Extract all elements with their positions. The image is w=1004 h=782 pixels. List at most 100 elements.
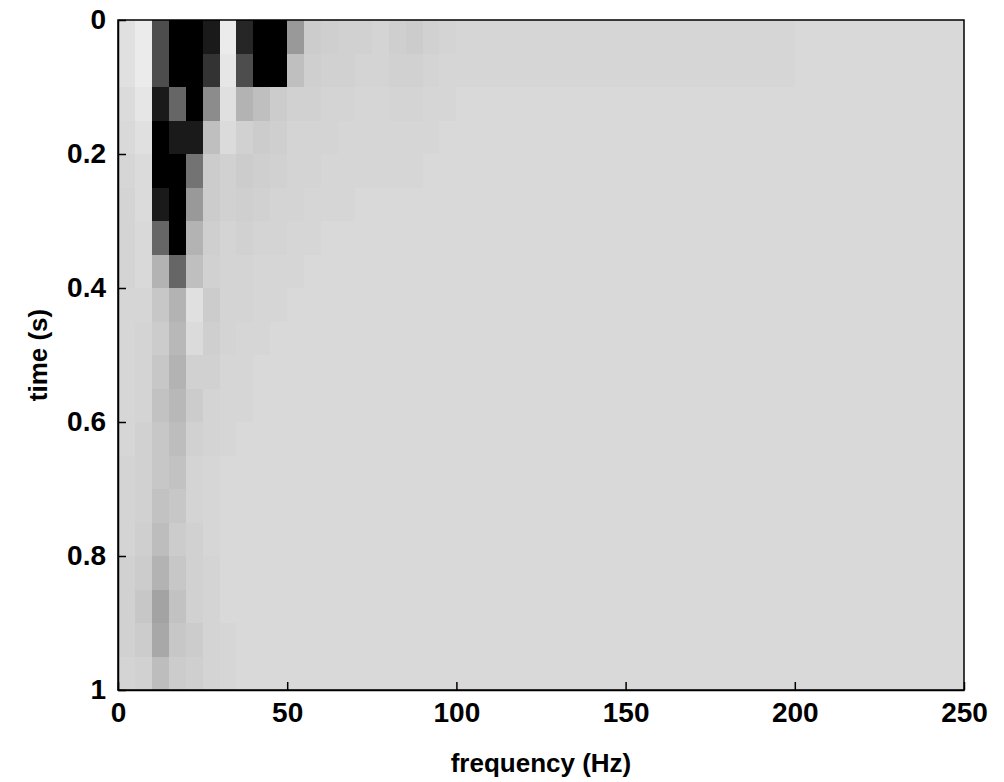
cell: [372, 188, 390, 222]
cell: [879, 154, 897, 188]
cell: [541, 54, 559, 88]
cell: [846, 288, 864, 322]
cell: [913, 322, 931, 356]
y-tick: 0: [90, 4, 126, 35]
cell: [220, 154, 238, 188]
cell: [169, 355, 187, 389]
cell: [423, 590, 441, 624]
cell: [439, 523, 457, 557]
cell: [896, 87, 914, 121]
cell: [118, 389, 136, 423]
y-tick-label: 0.4: [67, 272, 106, 303]
cell: [456, 54, 474, 88]
cell: [423, 288, 441, 322]
cell: [389, 489, 407, 523]
cell: [778, 154, 796, 188]
cell: [609, 322, 627, 356]
cell: [643, 221, 661, 255]
cell: [456, 590, 474, 624]
cell: [338, 556, 356, 590]
cell: [220, 556, 238, 590]
cell: [507, 523, 525, 557]
cell: [152, 556, 170, 590]
cell: [152, 121, 170, 155]
cell: [152, 188, 170, 222]
cell: [862, 456, 880, 490]
cell: [338, 355, 356, 389]
cell: [524, 657, 542, 691]
cell: [220, 54, 238, 88]
cell: [439, 87, 457, 121]
cell: [490, 221, 508, 255]
cell: [812, 255, 830, 289]
cell: [253, 288, 271, 322]
cell: [507, 556, 525, 590]
cell: [507, 657, 525, 691]
cell: [846, 623, 864, 657]
cell: [473, 288, 491, 322]
cell: [270, 255, 288, 289]
cell: [727, 87, 745, 121]
cell: [558, 322, 576, 356]
cell: [287, 556, 305, 590]
cell: [727, 556, 745, 590]
cell: [541, 221, 559, 255]
cell: [896, 20, 914, 54]
cell: [304, 489, 322, 523]
y-axis: 00.20.40.60.81: [67, 4, 126, 705]
cell: [423, 121, 441, 155]
cell: [558, 657, 576, 691]
cell: [862, 590, 880, 624]
cell: [913, 20, 931, 54]
cell: [812, 288, 830, 322]
cell: [135, 188, 153, 222]
cell: [524, 288, 542, 322]
cell: [812, 355, 830, 389]
cell: [439, 255, 457, 289]
cell: [558, 556, 576, 590]
cell: [896, 489, 914, 523]
cell: [710, 221, 728, 255]
cell: [558, 389, 576, 423]
cell: [439, 54, 457, 88]
cell: [456, 523, 474, 557]
cell: [761, 422, 779, 456]
cell: [812, 154, 830, 188]
cell: [609, 355, 627, 389]
cell: [473, 322, 491, 356]
cell: [643, 188, 661, 222]
cell: [693, 121, 711, 155]
cell: [778, 121, 796, 155]
cell: [846, 188, 864, 222]
cell: [592, 54, 610, 88]
cell: [795, 221, 813, 255]
cell: [152, 422, 170, 456]
cell: [135, 87, 153, 121]
cell: [270, 355, 288, 389]
cell: [778, 221, 796, 255]
cell: [406, 54, 424, 88]
cell: [795, 422, 813, 456]
cell: [744, 255, 762, 289]
cell: [676, 590, 694, 624]
cell: [693, 87, 711, 121]
cell: [423, 188, 441, 222]
cell: [321, 87, 339, 121]
y-tick-mark: [118, 20, 126, 22]
cell: [795, 154, 813, 188]
cell: [186, 54, 204, 88]
cell: [913, 221, 931, 255]
cell: [913, 623, 931, 657]
cell: [135, 590, 153, 624]
cell: [169, 188, 187, 222]
cell: [270, 389, 288, 423]
cell: [643, 20, 661, 54]
cell: [812, 389, 830, 423]
cell: [744, 221, 762, 255]
cell: [761, 54, 779, 88]
cell: [676, 556, 694, 590]
cell: [727, 154, 745, 188]
cell: [575, 20, 593, 54]
cell: [710, 121, 728, 155]
cell: [355, 288, 373, 322]
